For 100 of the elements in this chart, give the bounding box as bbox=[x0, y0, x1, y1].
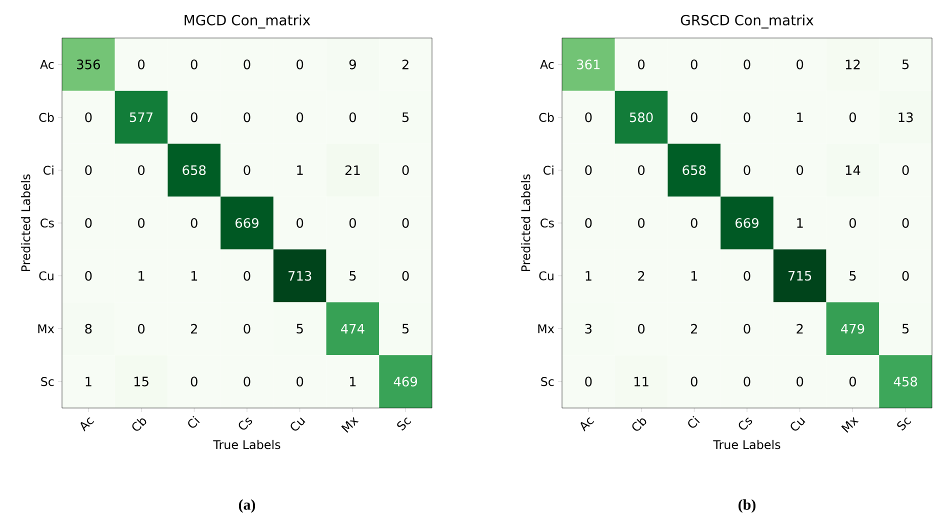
x-tick-label: Mx bbox=[341, 417, 359, 433]
data-label: 0 bbox=[796, 376, 804, 386]
data-label: 0 bbox=[244, 60, 250, 70]
data-label: 0 bbox=[902, 270, 909, 281]
data-label: 0 bbox=[902, 218, 909, 228]
y-tick-label: Mx bbox=[38, 324, 54, 334]
x-axis-title: True Labels bbox=[213, 440, 280, 450]
data-label: 0 bbox=[849, 376, 856, 386]
data-label: 2 bbox=[402, 60, 408, 70]
data-label: 5 bbox=[402, 324, 409, 334]
data-label: 0 bbox=[796, 165, 804, 176]
data-label: 658 bbox=[682, 165, 706, 176]
data-label: 5 bbox=[850, 271, 856, 281]
data-label: 13 bbox=[898, 112, 913, 122]
y-tick-label: Cb bbox=[539, 112, 554, 122]
data-label: 2 bbox=[638, 271, 644, 281]
y-tick-label: Cs bbox=[540, 218, 554, 228]
data-label: 0 bbox=[585, 376, 592, 386]
data-label: 5 bbox=[902, 324, 909, 334]
data-label: 0 bbox=[849, 112, 856, 122]
data-label: 0 bbox=[244, 165, 250, 176]
data-label: 1 bbox=[86, 376, 92, 386]
data-label: 5 bbox=[296, 324, 303, 334]
data-label: 2 bbox=[796, 324, 803, 334]
data-label: 0 bbox=[690, 376, 698, 386]
data-label: 0 bbox=[402, 270, 409, 281]
data-label: 713 bbox=[288, 270, 312, 281]
data-label: 9 bbox=[349, 60, 356, 70]
data-label: 0 bbox=[296, 60, 304, 70]
data-label: 3 bbox=[585, 324, 592, 334]
data-label: 0 bbox=[244, 324, 250, 334]
data-label: 5 bbox=[402, 112, 409, 122]
data-label: 2 bbox=[190, 324, 197, 334]
data-label: 0 bbox=[244, 376, 250, 386]
data-label: 479 bbox=[840, 324, 864, 334]
data-label: 1 bbox=[797, 112, 803, 122]
data-label: 0 bbox=[849, 218, 856, 228]
data-label: 2 bbox=[690, 324, 697, 334]
data-label: 12 bbox=[846, 60, 860, 70]
x-tick-label: Sc bbox=[897, 417, 912, 431]
x-tick-label: Sc bbox=[397, 417, 412, 431]
data-label: 1 bbox=[797, 218, 803, 228]
data-label: 1 bbox=[691, 271, 698, 281]
y-tick-label: Cb bbox=[39, 112, 54, 122]
y-tick-label: Ci bbox=[543, 166, 554, 175]
y-tick-label: Sc bbox=[41, 377, 54, 386]
data-label: 5 bbox=[350, 271, 356, 281]
data-label: 361 bbox=[577, 60, 600, 70]
data-label: 0 bbox=[796, 60, 804, 70]
data-label: 1 bbox=[297, 165, 303, 175]
data-label: 0 bbox=[744, 112, 750, 122]
data-label: 0 bbox=[585, 218, 592, 228]
data-label: 0 bbox=[402, 218, 409, 228]
data-label: 0 bbox=[138, 165, 145, 176]
data-label: 474 bbox=[340, 324, 364, 334]
x-tick-label: Cs bbox=[738, 418, 752, 430]
data-label: 0 bbox=[690, 218, 698, 228]
data-label: 5 bbox=[902, 60, 909, 70]
x-tick-label: Mx bbox=[841, 417, 859, 433]
data-label: 0 bbox=[138, 324, 145, 334]
data-label: 0 bbox=[296, 376, 304, 386]
data-label: 0 bbox=[638, 60, 645, 70]
data-label: 0 bbox=[244, 270, 250, 281]
data-label: 0 bbox=[744, 165, 750, 176]
chart-title: GRSCD Con_matrix bbox=[680, 14, 814, 29]
y-tick-label: Cu bbox=[39, 271, 54, 280]
data-label: 0 bbox=[349, 218, 356, 228]
x-tick-label: Cu bbox=[290, 418, 306, 431]
data-label: 1 bbox=[350, 376, 356, 386]
data-label: 0 bbox=[902, 165, 909, 176]
data-label: 0 bbox=[138, 60, 145, 70]
data-label: 0 bbox=[638, 218, 645, 228]
data-label: 0 bbox=[85, 270, 92, 281]
x-tick-label: Ac bbox=[580, 417, 594, 432]
data-label: 0 bbox=[296, 112, 304, 122]
data-label: 356 bbox=[77, 60, 100, 70]
data-label: 0 bbox=[638, 165, 645, 176]
x-axis-title: True Labels bbox=[713, 440, 780, 450]
y-tick-label: Cu bbox=[539, 271, 554, 280]
data-label: 669 bbox=[736, 218, 758, 228]
y-tick-label: Cs bbox=[40, 218, 54, 228]
data-label: 658 bbox=[182, 165, 206, 176]
data-label: 0 bbox=[744, 60, 750, 70]
data-label: 1 bbox=[191, 271, 198, 281]
data-label: 1 bbox=[138, 271, 144, 281]
data-label: 0 bbox=[585, 165, 592, 176]
y-axis-title: Predicted Labels bbox=[21, 174, 30, 272]
data-label: 0 bbox=[190, 218, 198, 228]
y-axis-title: Predicted Labels bbox=[521, 174, 530, 272]
data-label: 580 bbox=[630, 112, 653, 122]
data-label: 0 bbox=[296, 218, 304, 228]
data-label: 577 bbox=[130, 112, 153, 122]
y-tick-label: Mx bbox=[538, 324, 554, 334]
x-tick-label: Ci bbox=[688, 416, 700, 428]
data-label: 669 bbox=[236, 218, 258, 228]
text: (b) bbox=[738, 499, 756, 513]
data-label: 14 bbox=[846, 165, 860, 175]
data-label: 21 bbox=[345, 165, 360, 175]
y-tick-label: Ac bbox=[540, 60, 554, 69]
data-label: 11 bbox=[634, 376, 648, 386]
